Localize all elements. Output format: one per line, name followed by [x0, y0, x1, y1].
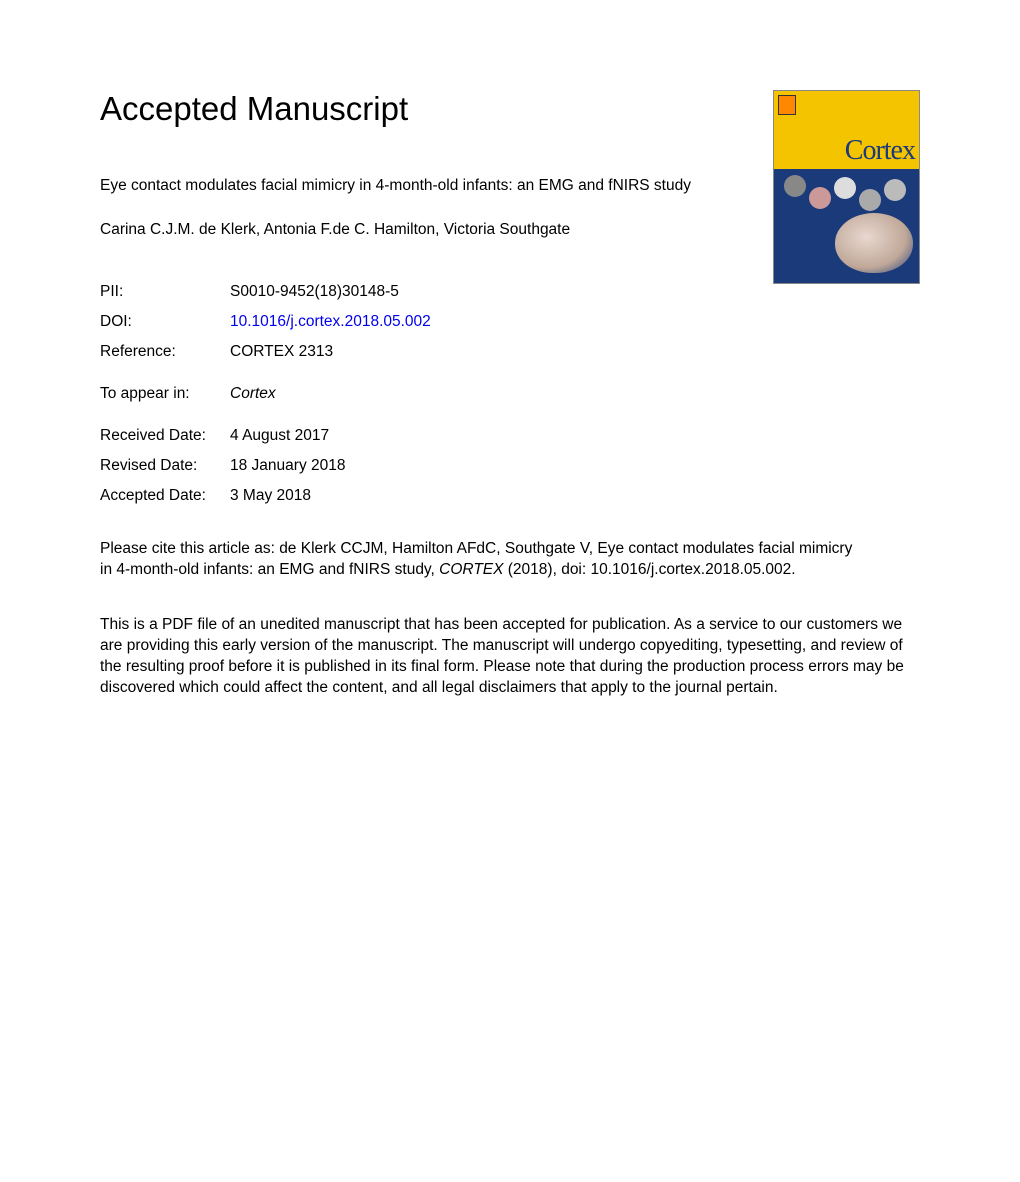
meta-label: Accepted Date: [100, 487, 230, 505]
doi-link[interactable]: 10.1016/j.cortex.2018.05.002 [230, 313, 431, 330]
cover-brain-icon [835, 213, 913, 273]
meta-value-pii: S0010-9452(18)30148-5 [230, 283, 399, 301]
cover-icon-row [774, 169, 919, 219]
metadata-block: PII: S0010-9452(18)30148-5 DOI: 10.1016/… [100, 283, 920, 505]
cover-bubble-icon [884, 179, 906, 201]
cover-top-band: Cortex [774, 91, 919, 169]
cover-bubble-icon [784, 175, 806, 197]
cover-bubble-icon [859, 189, 881, 211]
meta-row-to-appear-in: To appear in: Cortex [100, 385, 920, 403]
meta-label: PII: [100, 283, 230, 301]
meta-row-doi: DOI: 10.1016/j.cortex.2018.05.002 [100, 313, 920, 331]
disclaimer-paragraph: This is a PDF file of an unedited manusc… [100, 615, 910, 699]
meta-label: Received Date: [100, 427, 230, 445]
meta-value-doi: 10.1016/j.cortex.2018.05.002 [230, 313, 431, 331]
meta-label: Reference: [100, 343, 230, 361]
meta-row-revised: Revised Date: 18 January 2018 [100, 457, 920, 475]
publisher-logo-icon [778, 95, 796, 115]
meta-row-accepted: Accepted Date: 3 May 2018 [100, 487, 920, 505]
meta-row-received: Received Date: 4 August 2017 [100, 427, 920, 445]
meta-value-journal: Cortex [230, 385, 276, 403]
page-container: Cortex Accepted Manuscript Eye contact m… [0, 0, 1020, 698]
citation-journal-italic: CORTEX [439, 561, 503, 578]
meta-row-pii: PII: S0010-9452(18)30148-5 [100, 283, 920, 301]
meta-value-reference: CORTEX 2313 [230, 343, 333, 361]
meta-label: Revised Date: [100, 457, 230, 475]
citation-text-post: (2018), doi: 10.1016/j.cortex.2018.05.00… [503, 561, 795, 578]
meta-value-accepted-date: 3 May 2018 [230, 487, 311, 505]
article-title: Eye contact modulates facial mimicry in … [100, 176, 700, 197]
cover-bubble-icon [809, 187, 831, 209]
journal-cover-thumbnail: Cortex [773, 90, 920, 284]
meta-row-reference: Reference: CORTEX 2313 [100, 343, 920, 361]
citation-paragraph: Please cite this article as: de Klerk CC… [100, 539, 860, 581]
meta-label: DOI: [100, 313, 230, 331]
meta-label: To appear in: [100, 385, 230, 403]
meta-value-received-date: 4 August 2017 [230, 427, 329, 445]
meta-value-revised-date: 18 January 2018 [230, 457, 345, 475]
cover-journal-title: Cortex [845, 135, 915, 167]
cover-bubble-icon [834, 177, 856, 199]
journal-name-italic: Cortex [230, 385, 276, 402]
